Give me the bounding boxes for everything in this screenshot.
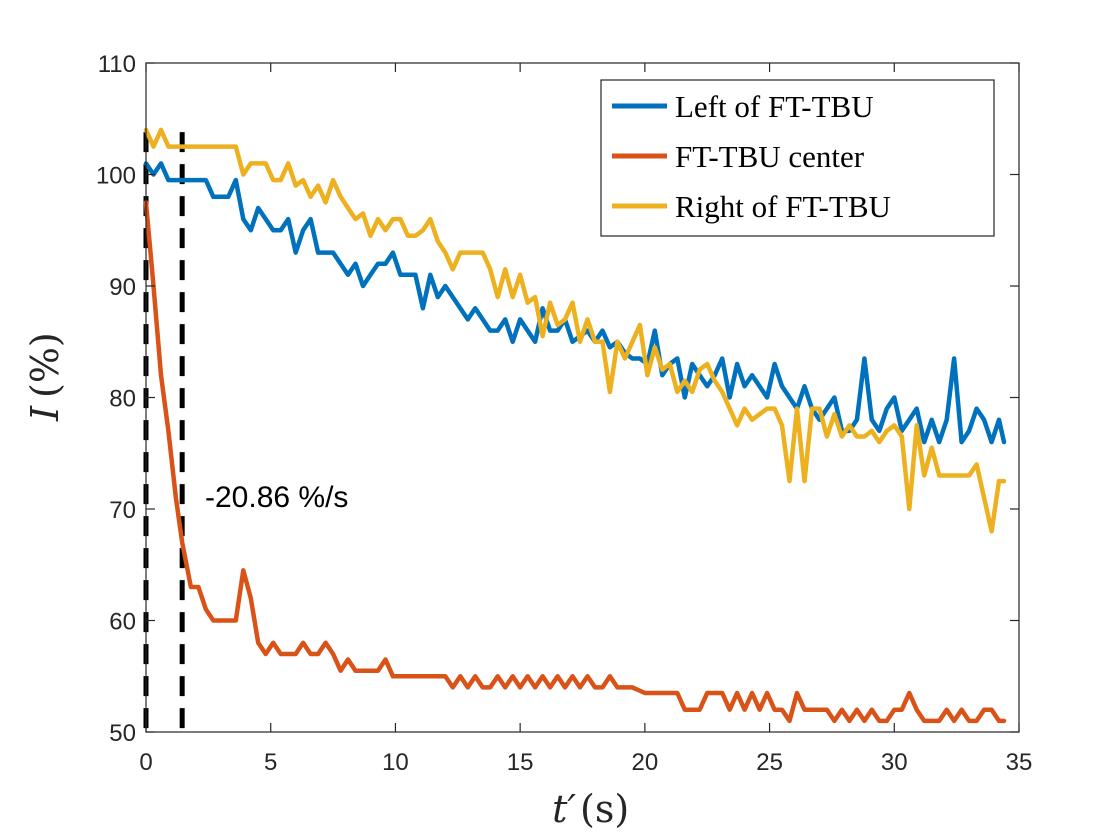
x-tick-label: 5 bbox=[264, 749, 277, 776]
y-tick-label: 70 bbox=[109, 497, 136, 524]
series-line bbox=[143, 127, 1007, 534]
y-tick-label: 90 bbox=[109, 274, 136, 301]
series-lines bbox=[143, 127, 1007, 724]
y-tick-label: 100 bbox=[96, 163, 136, 190]
x-axis-label-main: t′ bbox=[552, 787, 576, 831]
series-line bbox=[143, 161, 1007, 445]
svg-text:(%): (%) bbox=[23, 332, 67, 398]
legend-label: Left of FT-TBU bbox=[675, 89, 874, 124]
x-axis-label-unit: (s) bbox=[580, 787, 629, 831]
series-line bbox=[143, 200, 1007, 724]
x-tick-label: 30 bbox=[881, 749, 908, 776]
y-axis-label: I (%) bbox=[23, 332, 67, 422]
x-tick-label: 35 bbox=[1006, 749, 1033, 776]
slope-annotation: -20.86 %/s bbox=[205, 481, 348, 514]
y-tick-label: 50 bbox=[109, 720, 136, 747]
y-axis-label-main: I bbox=[23, 405, 67, 422]
x-tick-label: 0 bbox=[139, 749, 152, 776]
x-tick-label: 15 bbox=[507, 749, 534, 776]
x-tick-label: 25 bbox=[756, 749, 783, 776]
legend: Left of FT-TBU FT-TBU center Right of FT-T… bbox=[600, 79, 995, 237]
x-tick-label: 20 bbox=[632, 749, 659, 776]
y-tick-label: 60 bbox=[109, 609, 136, 636]
legend-label: Right of FT-TBU bbox=[675, 189, 891, 224]
x-axis-label: t′ (s) bbox=[552, 787, 629, 831]
legend-label: FT-TBU center bbox=[675, 139, 865, 174]
svg-text:I: I bbox=[23, 405, 67, 422]
y-tick-label: 110 bbox=[98, 51, 136, 78]
axis-ticks: 0 5 10 15 20 25 30 35 50 60 70 80 90 100 110 bbox=[96, 51, 1032, 776]
svg-text:t′: t′ bbox=[552, 787, 576, 831]
y-axis-label-unit: (%) bbox=[23, 332, 67, 398]
y-tick-label: 80 bbox=[109, 386, 136, 413]
svg-text:(s): (s) bbox=[580, 787, 629, 831]
x-tick-label: 10 bbox=[382, 749, 409, 776]
